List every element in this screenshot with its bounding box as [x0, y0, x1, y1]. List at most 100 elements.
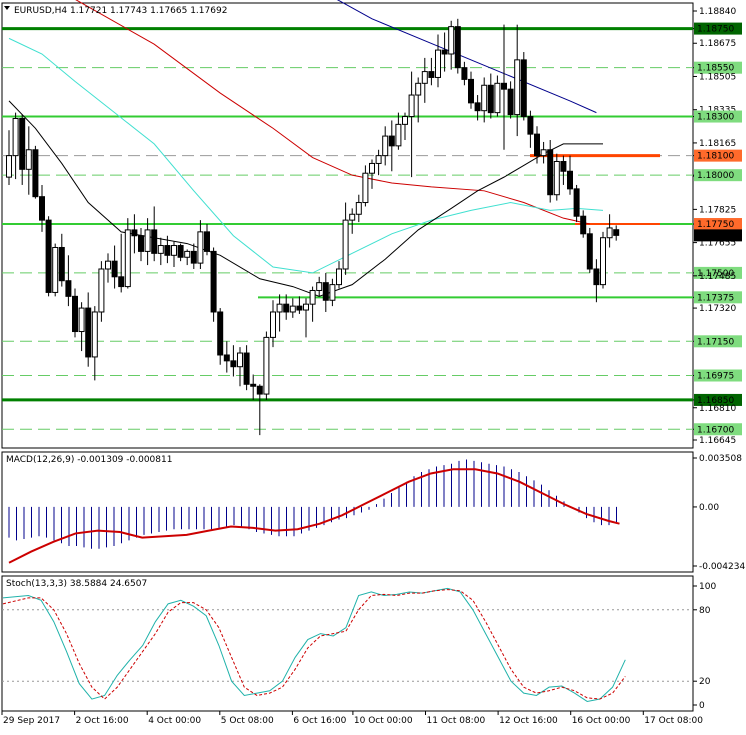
candle-body [6, 155, 12, 178]
candle-body [58, 246, 65, 282]
candle-body [78, 307, 85, 333]
candle-body [263, 336, 270, 395]
candle-body [606, 227, 613, 239]
stoch-line-1 [2, 589, 626, 700]
candle-body [342, 219, 349, 270]
stoch-y-tick-label: 100 [699, 582, 716, 592]
y-tick-label: 1.18750 [697, 25, 734, 35]
candle-body [501, 82, 507, 90]
candle-body [336, 268, 342, 286]
candle-body [388, 135, 395, 147]
y-tick-label: 1.16975 [697, 372, 734, 382]
x-tick-label: 12 Oct 16:00 [499, 716, 558, 726]
candle-body [428, 71, 435, 78]
macd-title: MACD(12,26,9) -0.001309 -0.000811 [6, 455, 172, 465]
y-tick-label-bg [694, 218, 742, 231]
candle-body [421, 71, 428, 84]
y-tick-label: 1.16645 [699, 436, 736, 446]
y-tick-label: 1.16700 [697, 425, 734, 435]
macd-y-tick-label: 0.003508 [699, 454, 742, 464]
candle-body [25, 149, 32, 170]
pane-frame-main [1, 2, 694, 449]
candle-body [124, 229, 131, 288]
pane-frame-macd [1, 451, 694, 573]
candle-body [32, 149, 39, 198]
candle-body [527, 116, 534, 135]
candle-body [52, 246, 59, 293]
candle-body [223, 354, 230, 362]
y-tick-label: 1.17500 [697, 269, 734, 279]
candle-body [270, 311, 276, 338]
y-tick-label: 1.17825 [699, 205, 736, 215]
candle-body [547, 149, 554, 196]
y-tick-label: 1.18100 [697, 152, 734, 162]
candle-body [276, 303, 283, 313]
candle-body [461, 67, 468, 80]
candle-body [369, 162, 375, 174]
moving-average-0 [336, 0, 597, 114]
y-tick-label-bg [694, 110, 742, 123]
chart-header: EURUSD,H4 1.17721 1.17743 1.17665 1.1769… [14, 6, 227, 16]
y-tick-label-bg [694, 369, 742, 382]
candle-body [210, 250, 217, 313]
y-tick-label: 1.18300 [697, 113, 734, 123]
candle-body [586, 233, 593, 270]
candle-body [395, 123, 402, 147]
candle-body [237, 352, 243, 368]
stoch-y-tick-label: 80 [699, 606, 711, 616]
y-tick-label-bg [694, 61, 742, 74]
pane-frame-stoch [1, 575, 694, 712]
candle-body [105, 260, 111, 270]
candle-body [573, 188, 580, 217]
current-price-label: 1.17692 [697, 231, 734, 241]
candle-body [283, 303, 290, 313]
candle-body [514, 59, 521, 116]
candle-body [415, 82, 422, 96]
candle-body [157, 245, 164, 254]
y-tick-label: 1.18675 [699, 39, 736, 49]
y-tick-label: 1.17150 [697, 337, 734, 347]
y-tick-label-bg [694, 149, 742, 162]
candle-body [349, 213, 356, 221]
y-tick-label: 1.17320 [699, 304, 736, 314]
candle-body [204, 231, 210, 252]
candle-body [309, 289, 316, 305]
y-tick-label: 1.17375 [697, 293, 734, 303]
candle-body [72, 295, 78, 333]
macd-y-tick-label: -0.004234 [699, 562, 745, 572]
x-tick-label: 29 Sep 2017 [3, 716, 60, 726]
candle-body [98, 268, 105, 313]
candle-body [435, 49, 441, 78]
candle-body [329, 284, 336, 301]
candle-body [382, 135, 389, 157]
macd-signal-line [8, 468, 620, 564]
candle-body [45, 219, 52, 293]
candle-body [197, 231, 204, 264]
candle-body [580, 215, 587, 235]
y-tick-label: 1.16810 [699, 404, 736, 414]
y-tick-label-bg [694, 393, 742, 406]
x-tick-label: 10 Oct 00:00 [354, 716, 413, 726]
stoch-title: Stoch(13,3,3) 38.5884 24.6507 [6, 579, 147, 589]
x-tick-label: 2 Oct 16:00 [76, 716, 129, 726]
candle-body [39, 196, 45, 221]
y-tick-label-bg [694, 169, 742, 182]
candle-body [600, 237, 606, 286]
stoch-y-tick-label: 20 [699, 677, 711, 687]
x-tick-label: 6 Oct 16:00 [293, 716, 346, 726]
moving-average-3 [8, 100, 603, 297]
candle-body [567, 170, 573, 190]
candle-body [540, 149, 547, 157]
candle-body [131, 229, 138, 237]
candle-body [402, 116, 408, 125]
current-price-bg [694, 229, 742, 242]
candle-body [468, 78, 474, 104]
x-tick-label: 4 Oct 00:00 [148, 716, 201, 726]
candle-body [454, 26, 461, 69]
y-tick-label: 1.18165 [699, 139, 736, 149]
candle-body [164, 245, 171, 256]
candle-body [322, 282, 329, 301]
y-tick-label-bg [694, 423, 742, 436]
